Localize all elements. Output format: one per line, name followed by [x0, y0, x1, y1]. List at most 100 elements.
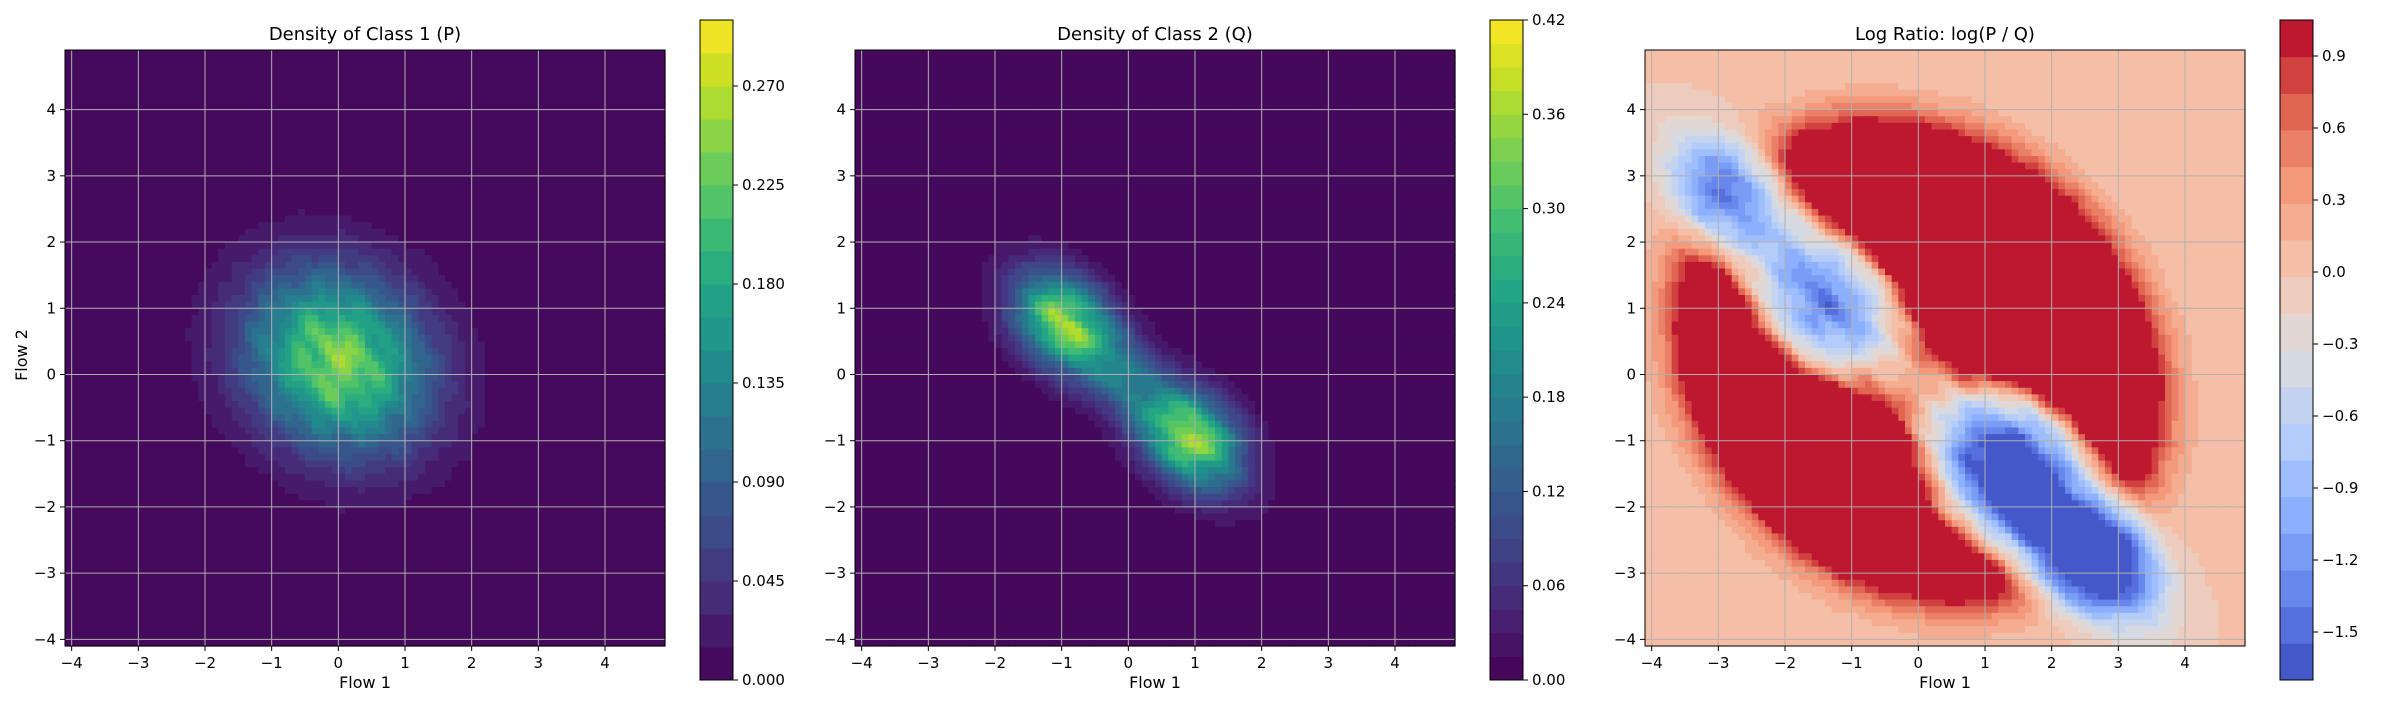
heatmap-cell: [292, 474, 299, 481]
heatmap-cell: [338, 202, 345, 209]
heatmap-cell: [378, 414, 385, 421]
heatmap-cell: [345, 123, 352, 130]
heatmap-cell: [325, 216, 332, 223]
heatmap-cell: [178, 242, 185, 249]
heatmap-cell: [405, 514, 412, 521]
heatmap-cell: [125, 553, 132, 560]
heatmap-cell: [318, 361, 325, 368]
heatmap-cell: [352, 520, 359, 527]
heatmap-cell: [305, 461, 312, 468]
heatmap-cell: [172, 520, 179, 527]
heatmap-cell: [138, 447, 145, 454]
heatmap-cell: [158, 70, 165, 77]
heatmap-cell: [165, 374, 172, 381]
heatmap-cell: [405, 355, 412, 362]
heatmap-cell: [78, 467, 85, 474]
heatmap-cell: [432, 255, 439, 262]
heatmap-cell: [278, 76, 285, 83]
heatmap-cell: [252, 480, 259, 487]
heatmap-cell: [232, 156, 239, 163]
heatmap-cell: [305, 90, 312, 97]
heatmap-cell: [245, 620, 252, 627]
heatmap-cell: [125, 163, 132, 170]
heatmap-cell: [432, 216, 439, 223]
heatmap-cell: [232, 129, 239, 136]
heatmap-cell: [185, 474, 192, 481]
heatmap-cell: [425, 421, 432, 428]
heatmap-cell: [392, 427, 399, 434]
heatmap-cell: [78, 50, 85, 57]
heatmap-cell: [352, 487, 359, 494]
heatmap-cell: [105, 255, 112, 262]
heatmap-cell: [105, 593, 112, 600]
heatmap-cell: [245, 275, 252, 282]
heatmap-cell: [372, 90, 379, 97]
heatmap-cell: [365, 467, 372, 474]
heatmap-cell: [138, 76, 145, 83]
heatmap-cell: [152, 249, 159, 256]
heatmap-cell: [192, 282, 199, 289]
heatmap-cell: [218, 129, 225, 136]
heatmap-cell: [85, 255, 92, 262]
heatmap-cell: [292, 467, 299, 474]
heatmap-cell: [305, 414, 312, 421]
heatmap-cell: [278, 573, 285, 580]
heatmap-cell: [238, 341, 245, 348]
heatmap-cell: [298, 613, 305, 620]
heatmap-cell: [405, 196, 412, 203]
heatmap-cell: [252, 341, 259, 348]
heatmap-cell: [378, 202, 385, 209]
heatmap-cell: [72, 70, 79, 77]
heatmap-cell: [145, 275, 152, 282]
heatmap-cell: [98, 586, 105, 593]
heatmap-cell: [325, 110, 332, 117]
heatmap-cell: [345, 454, 352, 461]
heatmap-cell: [292, 308, 299, 315]
heatmap-cell: [158, 83, 165, 90]
heatmap-cell: [418, 593, 425, 600]
heatmap-cell: [425, 83, 432, 90]
heatmap-cell: [372, 269, 379, 276]
heatmap-cell: [418, 553, 425, 560]
heatmap-cell: [172, 613, 179, 620]
heatmap-cell: [138, 156, 145, 163]
heatmap-cell: [112, 110, 119, 117]
heatmap-cell: [205, 156, 212, 163]
heatmap-cell: [392, 315, 399, 322]
heatmap-cell: [92, 308, 99, 315]
heatmap-cell: [372, 606, 379, 613]
heatmap-cell: [318, 90, 325, 97]
heatmap-cell: [212, 394, 219, 401]
heatmap-cell: [118, 182, 125, 189]
heatmap-cell: [312, 394, 319, 401]
heatmap-cell: [418, 408, 425, 415]
heatmap-cell: [305, 547, 312, 554]
heatmap-cell: [345, 322, 352, 329]
heatmap-cell: [232, 520, 239, 527]
heatmap-cell: [238, 110, 245, 117]
heatmap-cell: [338, 540, 345, 547]
heatmap-cell: [318, 156, 325, 163]
heatmap-cell: [405, 176, 412, 183]
heatmap-cell: [238, 288, 245, 295]
heatmap-cell: [238, 222, 245, 229]
heatmap-cell: [98, 189, 105, 196]
heatmap-cell: [338, 63, 345, 70]
heatmap-cell: [78, 454, 85, 461]
heatmap-cell: [152, 176, 159, 183]
heatmap-cell: [358, 388, 365, 395]
heatmap-cell: [178, 202, 185, 209]
heatmap-cell: [138, 355, 145, 362]
heatmap-cell: [92, 182, 99, 189]
heatmap-cell: [338, 553, 345, 560]
heatmap-cell: [98, 322, 105, 329]
heatmap-cell: [272, 447, 279, 454]
heatmap-cell: [185, 507, 192, 514]
heatmap-cell: [192, 414, 199, 421]
heatmap-cell: [98, 514, 105, 521]
heatmap-cell: [212, 255, 219, 262]
heatmap-cell: [405, 480, 412, 487]
heatmap-cell: [385, 355, 392, 362]
heatmap-cell: [172, 282, 179, 289]
heatmap-cell: [338, 467, 345, 474]
